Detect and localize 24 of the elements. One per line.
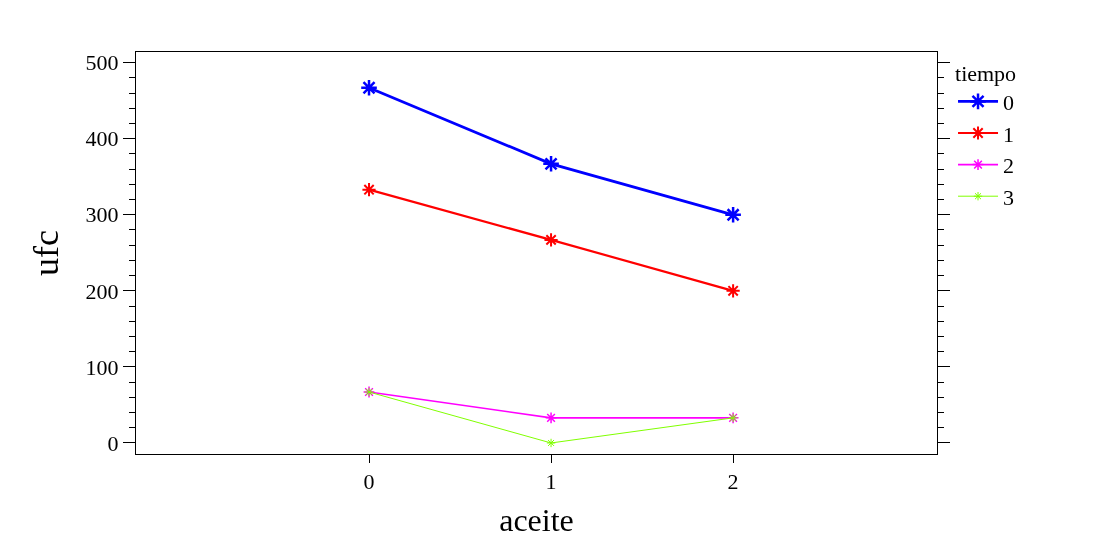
point [542, 154, 561, 173]
legend-title: tiempo [955, 60, 1017, 86]
point [543, 232, 559, 248]
y-axis-title: ufc [26, 230, 67, 276]
point [359, 78, 379, 97]
legend-label: 2 [1003, 153, 1015, 179]
x-tick-label: 1 [545, 469, 557, 495]
point [361, 182, 377, 198]
y-tick-label: 500 [85, 50, 119, 76]
legend-label: 3 [1003, 184, 1015, 210]
y-tick-label: 0 [107, 430, 119, 456]
point [544, 411, 558, 425]
x-axis-title: aceite [499, 502, 574, 539]
y-tick-label: 400 [85, 126, 119, 152]
x-tick-label: 2 [727, 469, 739, 495]
point [724, 205, 743, 224]
y-tick-label: 100 [85, 354, 119, 380]
y-tick-label: 300 [85, 202, 119, 228]
y-tick-label: 200 [85, 278, 119, 304]
point [546, 438, 556, 448]
x-tick-label: 0 [363, 469, 375, 495]
point [725, 283, 741, 299]
legend-label: 0 [1003, 89, 1015, 115]
legend-label: 1 [1003, 121, 1015, 147]
